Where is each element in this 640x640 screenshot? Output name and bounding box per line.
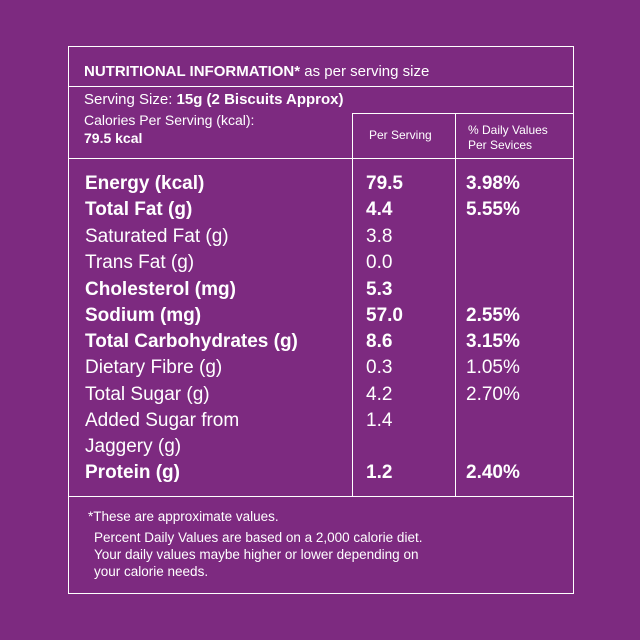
per-serving-column-header: Per Serving bbox=[369, 128, 432, 142]
nutrient-label: Protein (g) bbox=[85, 462, 180, 483]
daily-value-column-left-rule bbox=[455, 113, 456, 496]
per-serving-value: 0.0 bbox=[366, 252, 393, 273]
nutrition-panel bbox=[68, 46, 574, 594]
nutrient-label: Total Fat (g) bbox=[85, 199, 193, 220]
nutrient-label: Total Carbohydrates (g) bbox=[85, 331, 298, 352]
per-serving-value: 8.6 bbox=[366, 331, 393, 352]
per-serving-value: 4.4 bbox=[366, 199, 393, 220]
nutrient-label: Trans Fat (g) bbox=[85, 252, 195, 273]
per-serving-value: 57.0 bbox=[366, 305, 403, 326]
daily-value: 3.15% bbox=[466, 331, 520, 352]
nutrient-label: Jaggery (g) bbox=[85, 436, 182, 457]
serving-size: Serving Size: 15g (2 Biscuits Approx) bbox=[84, 91, 344, 108]
nutrient-label: Saturated Fat (g) bbox=[85, 226, 229, 247]
footnote-variation: Your daily values maybe higher or lower … bbox=[94, 547, 419, 562]
nutrient-label: Energy (kcal) bbox=[85, 173, 205, 194]
per-serving-column-left-rule bbox=[352, 113, 353, 496]
per-serving-value: 5.3 bbox=[366, 279, 393, 300]
daily-value: 3.98% bbox=[466, 173, 520, 194]
daily-value: 5.55% bbox=[466, 199, 520, 220]
nutrient-label: Dietary Fibre (g) bbox=[85, 357, 223, 378]
title-divider bbox=[68, 86, 574, 87]
nutrient-label: Cholesterol (mg) bbox=[85, 279, 236, 300]
calories-label: Calories Per Serving (kcal): bbox=[84, 112, 255, 128]
per-serving-value: 3.8 bbox=[366, 226, 393, 247]
daily-value: 1.05% bbox=[466, 357, 520, 378]
calories-value: 79.5 kcal bbox=[84, 130, 143, 146]
footnote-calorie-needs: your calorie needs. bbox=[94, 564, 209, 579]
footnote-daily-values: Percent Daily Values are based on a 2,00… bbox=[94, 530, 423, 545]
nutrient-label: Sodium (mg) bbox=[85, 305, 202, 326]
footnote-divider bbox=[68, 496, 574, 497]
column-header-top-rule bbox=[352, 113, 574, 114]
per-serving-value: 79.5 bbox=[366, 173, 403, 194]
per-serving-value: 4.2 bbox=[366, 384, 393, 405]
nutrient-label: Added Sugar from bbox=[85, 410, 240, 431]
per-serving-value: 1.4 bbox=[366, 410, 393, 431]
footnote-approximate: *These are approximate values. bbox=[88, 509, 279, 524]
daily-value: 2.55% bbox=[466, 305, 520, 326]
per-serving-value: 0.3 bbox=[366, 357, 393, 378]
nutrient-label: Total Sugar (g) bbox=[85, 384, 210, 405]
per-serving-value: 1.2 bbox=[366, 462, 393, 483]
panel-title: NUTRITIONAL INFORMATION* as per serving … bbox=[84, 63, 430, 80]
daily-values-column-header: % Daily Values Per Sevices bbox=[468, 123, 548, 152]
column-header-divider bbox=[352, 158, 574, 159]
table-top-divider bbox=[68, 158, 352, 159]
daily-value: 2.70% bbox=[466, 384, 520, 405]
daily-value: 2.40% bbox=[466, 462, 520, 483]
